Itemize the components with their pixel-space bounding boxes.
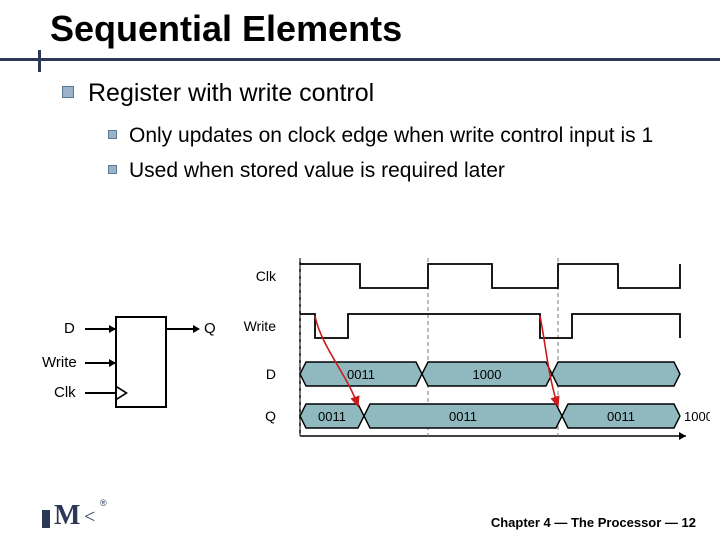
bullet-lvl2-text: Used when stored value is required later bbox=[129, 158, 505, 184]
d-label: D bbox=[64, 320, 75, 337]
arrowhead-icon bbox=[109, 359, 116, 367]
bullet-lvl2-text: Only updates on clock edge when write co… bbox=[129, 123, 653, 149]
timing-diagram: Clk Write D Q 001110000011001110000011 bbox=[280, 258, 690, 478]
timing-write-label: Write bbox=[236, 318, 276, 334]
title-rule bbox=[0, 58, 720, 61]
bullet-lvl2: Used when stored value is required later bbox=[108, 158, 690, 184]
timing-clk-label: Clk bbox=[246, 268, 276, 284]
content-area: Register with write control Only updates… bbox=[0, 50, 720, 184]
svg-text:0011: 0011 bbox=[449, 409, 477, 424]
title-tick bbox=[38, 50, 41, 72]
square-bullet-icon bbox=[108, 130, 117, 139]
publisher-logo: M < ® bbox=[42, 500, 116, 530]
slide-title: Sequential Elements bbox=[50, 8, 720, 50]
footer-text: Chapter 4 — The Processor — 12 bbox=[491, 515, 696, 530]
register-block bbox=[115, 316, 167, 408]
clock-triangle-icon bbox=[117, 386, 128, 400]
bullet-lvl2: Only updates on clock edge when write co… bbox=[108, 123, 690, 149]
arrowhead-icon bbox=[193, 325, 200, 333]
bullet-lvl1: Register with write control bbox=[62, 78, 690, 109]
timing-svg: 0011 1000 0011 0011 1000 0011 bbox=[280, 258, 710, 448]
arrowhead-icon bbox=[109, 325, 116, 333]
bullet-lvl1-text: Register with write control bbox=[88, 78, 374, 109]
svg-text:0011: 0011 bbox=[347, 367, 375, 382]
clk-label: Clk bbox=[54, 384, 76, 401]
square-bullet-icon bbox=[108, 165, 117, 174]
timing-q-label: Q bbox=[246, 408, 276, 424]
timing-d-label: D bbox=[246, 366, 276, 382]
svg-text:1000: 1000 bbox=[684, 409, 710, 424]
square-bullet-icon bbox=[62, 86, 74, 98]
q-label: Q bbox=[204, 320, 216, 337]
diagram-area: D Write Clk Q Clk Write D Q 001110000011… bbox=[0, 258, 720, 488]
wire-clk bbox=[85, 392, 115, 394]
svg-text:0011: 0011 bbox=[318, 409, 346, 424]
svg-text:0011: 0011 bbox=[607, 409, 635, 424]
write-label: Write bbox=[42, 354, 77, 371]
svg-text:1000: 1000 bbox=[473, 367, 502, 382]
